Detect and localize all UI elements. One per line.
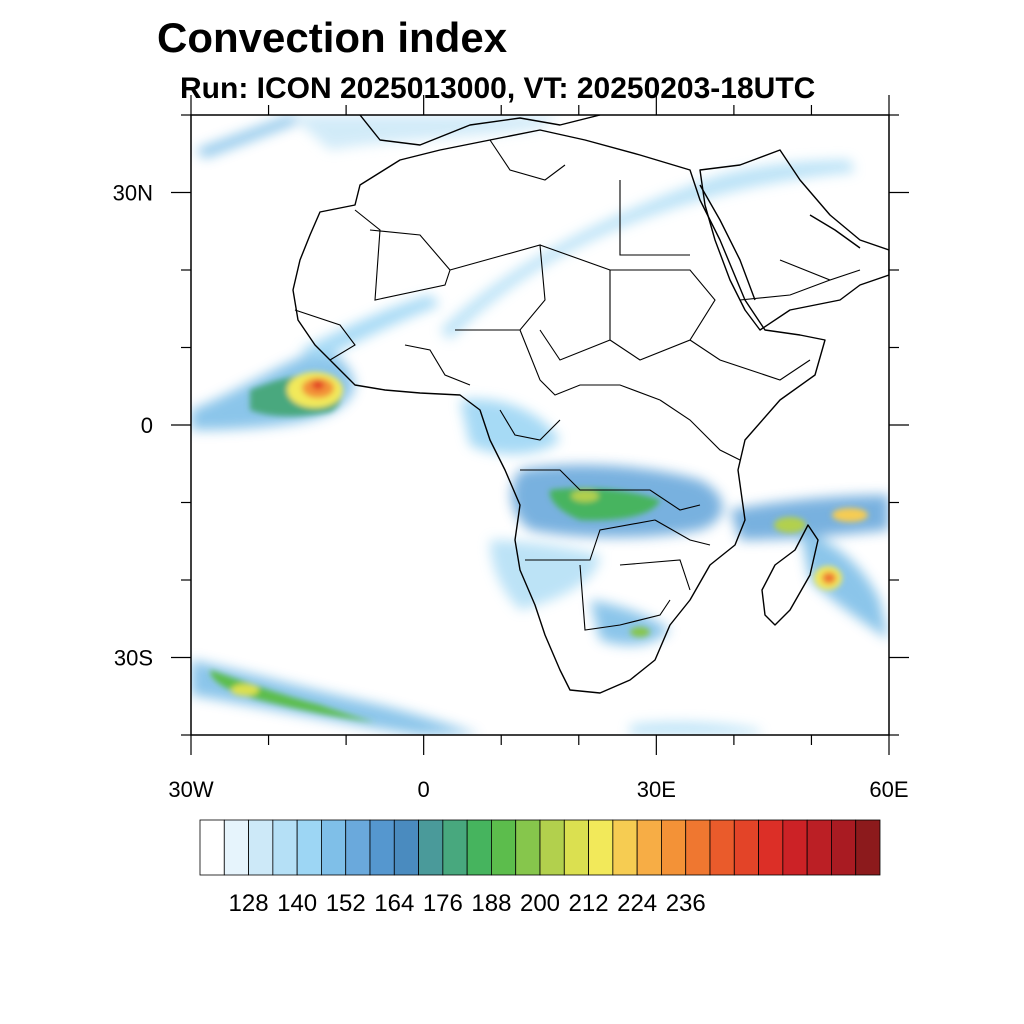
convection-southern-ocean	[191, 660, 480, 735]
colorbar: 128 140 152 164 176 188 200 212 224 236	[199, 819, 881, 917]
colorbar-label: 212	[569, 890, 609, 917]
convection-angola	[490, 540, 600, 610]
colorbar-swatch	[393, 819, 419, 876]
convection-core-mozambique	[774, 517, 806, 533]
colorbar-swatch	[661, 819, 687, 876]
colorbar-swatch	[709, 819, 735, 876]
colorbar-label: 188	[471, 890, 511, 917]
convection-band-nw	[195, 115, 300, 158]
colorbar-swatch	[515, 819, 541, 876]
map-subtitle: Run: ICON 2025013000, VT: 20250203-18UTC	[180, 72, 816, 105]
convection-core-east	[832, 508, 868, 522]
colorbar-swatch	[685, 819, 711, 876]
convection-core-southern-ocean	[231, 684, 259, 696]
colorbar-swatch	[321, 819, 347, 876]
coastlines	[292, 115, 889, 694]
colorbar-label: 176	[423, 890, 463, 917]
colorbar-swatch	[806, 819, 832, 876]
colorbar-swatch	[636, 819, 662, 876]
colorbar-swatch	[758, 819, 784, 876]
colorbar-label: 164	[374, 890, 414, 917]
colorbar-swatch	[733, 819, 759, 876]
colorbar-swatch	[345, 819, 371, 876]
colorbar-label: 200	[520, 890, 560, 917]
y-tick-label: 0	[141, 413, 153, 438]
colorbar-swatch	[782, 819, 808, 876]
europe-coastline	[359, 115, 601, 146]
x-tick-label: 30E	[637, 777, 676, 802]
x-tick-label: 60E	[869, 777, 908, 802]
madagascar-coastline	[761, 524, 819, 626]
colorbar-swatch	[199, 819, 225, 876]
colorbar-swatch	[466, 819, 492, 876]
colorbar-swatch	[223, 819, 249, 876]
x-tick-label: 0	[418, 777, 430, 802]
persian-gulf	[809, 214, 861, 249]
colorbar-label: 152	[326, 890, 366, 917]
colorbar-label: 140	[277, 890, 317, 917]
colorbar-swatch	[272, 819, 298, 876]
colorbar-label: 128	[229, 890, 269, 917]
convection-madagascar	[800, 530, 889, 640]
colorbar-swatch	[612, 819, 638, 876]
colorbar-swatch	[855, 819, 881, 876]
y-tick-label: 30S	[114, 646, 153, 671]
colorbar-label: 224	[617, 890, 657, 917]
country-borders	[294, 139, 861, 631]
y-tick-label: 30N	[113, 181, 153, 206]
map-title: Convection index	[157, 14, 508, 61]
convection-indian-ocean	[730, 495, 889, 540]
convection-band-mediterranean	[290, 115, 560, 150]
convection-south-atlantic-stripe	[630, 722, 760, 735]
colorbar-swatch	[491, 819, 517, 876]
colorbar-swatch	[563, 819, 589, 876]
convection-core-south-africa	[630, 627, 650, 637]
x-tick-label: 30W	[168, 777, 213, 802]
convection-core-west-peak	[312, 380, 324, 390]
arabia-coastline	[699, 149, 889, 331]
convection-sahel-band	[300, 295, 440, 360]
colorbar-swatch	[248, 819, 274, 876]
colorbar-swatch	[296, 819, 322, 876]
convection-field	[191, 115, 889, 735]
colorbar-swatch	[369, 819, 395, 876]
africa-coastline	[292, 129, 826, 694]
colorbar-swatch	[418, 819, 444, 876]
colorbar-swatch	[539, 819, 565, 876]
colorbar-swatch	[831, 819, 857, 876]
convection-band-north	[440, 160, 855, 340]
colorbar-swatch	[588, 819, 614, 876]
colorbar-label: 236	[666, 890, 706, 917]
axes: 30W 0 30E 60E 30N 0 30S	[113, 95, 909, 802]
red-sea-coast	[699, 184, 756, 301]
colorbar-swatch	[442, 819, 468, 876]
convection-core-central	[571, 490, 599, 502]
convection-core-madagascar-inner	[822, 572, 836, 584]
